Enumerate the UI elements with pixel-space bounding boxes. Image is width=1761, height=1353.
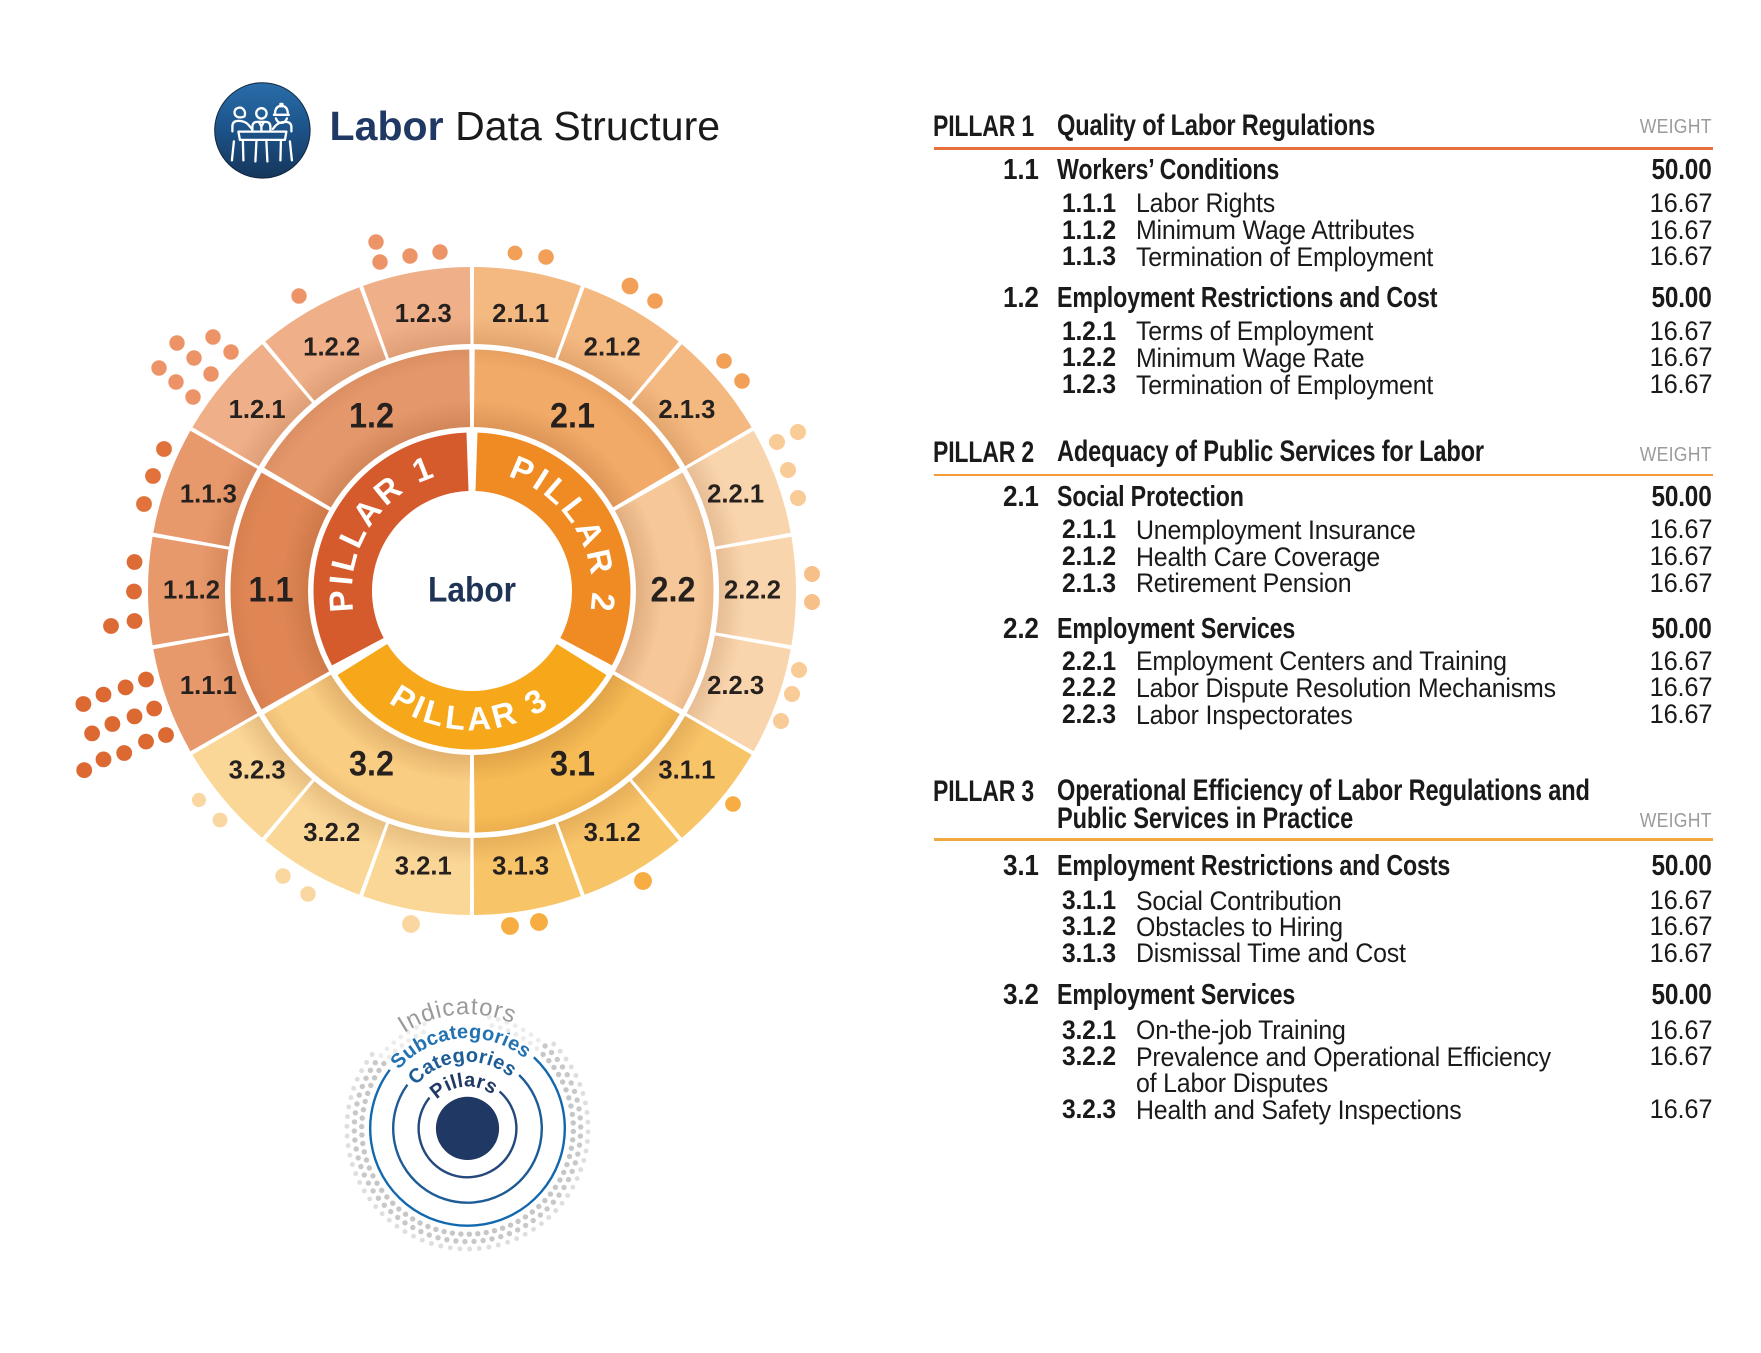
svg-text:2.1: 2.1 xyxy=(550,396,595,435)
svg-text:2.1.1: 2.1.1 xyxy=(492,300,549,328)
svg-text:2.2.3: 2.2.3 xyxy=(707,672,764,700)
svg-text:Labor: Labor xyxy=(428,571,516,610)
svg-text:2.2.1: 2.2.1 xyxy=(707,480,764,508)
svg-text:1.1.2: 1.1.2 xyxy=(163,576,220,604)
svg-text:1.1: 1.1 xyxy=(249,571,294,610)
svg-text:3.1.2: 3.1.2 xyxy=(584,819,641,847)
svg-text:1.2.1: 1.2.1 xyxy=(229,396,286,424)
svg-text:1.1.3: 1.1.3 xyxy=(180,480,237,508)
svg-text:3.2: 3.2 xyxy=(349,745,394,784)
svg-text:3.1: 3.1 xyxy=(550,745,595,784)
svg-text:3.1.1: 3.1.1 xyxy=(658,757,715,785)
svg-text:1.1.1: 1.1.1 xyxy=(180,672,237,700)
svg-text:1.2.3: 1.2.3 xyxy=(395,300,452,328)
svg-text:1.2: 1.2 xyxy=(349,396,394,435)
svg-text:3.2.2: 3.2.2 xyxy=(303,819,360,847)
svg-text:1.2.2: 1.2.2 xyxy=(303,333,360,361)
svg-text:2.2: 2.2 xyxy=(651,571,696,610)
svg-text:3.2.1: 3.2.1 xyxy=(395,853,452,881)
svg-text:2.1.3: 2.1.3 xyxy=(658,396,715,424)
svg-text:3.2.3: 3.2.3 xyxy=(229,757,286,785)
svg-text:2.2.2: 2.2.2 xyxy=(724,576,781,604)
svg-text:3.1.3: 3.1.3 xyxy=(492,853,549,881)
svg-text:2.1.2: 2.1.2 xyxy=(584,333,641,361)
